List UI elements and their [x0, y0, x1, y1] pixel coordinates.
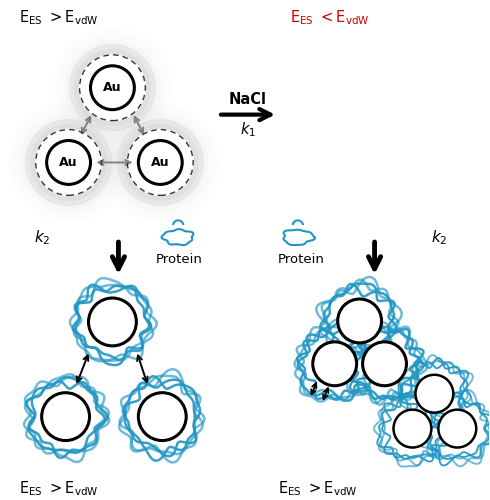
Circle shape [70, 45, 155, 130]
Text: $\mathrm{E_{ES}}$: $\mathrm{E_{ES}}$ [278, 479, 302, 498]
Text: $\mathrm{> E_{vdW}}$: $\mathrm{> E_{vdW}}$ [306, 479, 358, 498]
Circle shape [138, 392, 186, 440]
Text: $\mathrm{E_{ES}}$: $\mathrm{E_{ES}}$ [19, 8, 43, 28]
Text: Protein: Protein [277, 252, 324, 266]
Circle shape [127, 130, 193, 196]
Circle shape [393, 410, 431, 448]
Circle shape [384, 126, 421, 164]
Text: $k_2$: $k_2$ [34, 228, 51, 246]
Circle shape [299, 124, 337, 162]
Circle shape [47, 140, 91, 184]
Text: $\mathrm{> E_{vdW}}$: $\mathrm{> E_{vdW}}$ [47, 479, 98, 498]
Circle shape [306, 78, 343, 116]
Circle shape [36, 130, 101, 196]
Circle shape [336, 152, 373, 190]
Circle shape [363, 342, 407, 386]
Circle shape [89, 298, 136, 346]
Text: Protein: Protein [156, 252, 203, 266]
Circle shape [42, 392, 90, 440]
Text: $k_1$: $k_1$ [240, 120, 256, 139]
Circle shape [326, 53, 364, 90]
Circle shape [345, 74, 384, 112]
Circle shape [366, 100, 403, 138]
Text: $k_2$: $k_2$ [431, 228, 447, 246]
Circle shape [416, 375, 453, 412]
Text: $\mathrm{> E_{vdW}}$: $\mathrm{> E_{vdW}}$ [47, 8, 98, 28]
Text: Au: Au [59, 156, 78, 169]
Circle shape [343, 128, 381, 166]
Text: $\mathrm{E_{ES}}$: $\mathrm{E_{ES}}$ [19, 479, 43, 498]
Circle shape [79, 55, 146, 120]
Text: NaCl: NaCl [229, 92, 267, 107]
Circle shape [31, 124, 106, 200]
Text: Au: Au [103, 81, 122, 94]
Circle shape [91, 66, 134, 110]
Circle shape [26, 120, 111, 206]
Circle shape [122, 124, 198, 200]
Circle shape [74, 50, 150, 126]
Circle shape [439, 410, 476, 448]
Circle shape [365, 49, 402, 86]
Circle shape [313, 342, 357, 386]
Circle shape [138, 140, 182, 184]
Text: Au: Au [151, 156, 170, 169]
Text: $\mathrm{< E_{vdW}}$: $\mathrm{< E_{vdW}}$ [318, 8, 369, 28]
Circle shape [324, 104, 362, 142]
Text: $\mathrm{E_{ES}}$: $\mathrm{E_{ES}}$ [290, 8, 314, 28]
Circle shape [118, 120, 203, 206]
Circle shape [338, 299, 382, 343]
Circle shape [388, 74, 425, 112]
